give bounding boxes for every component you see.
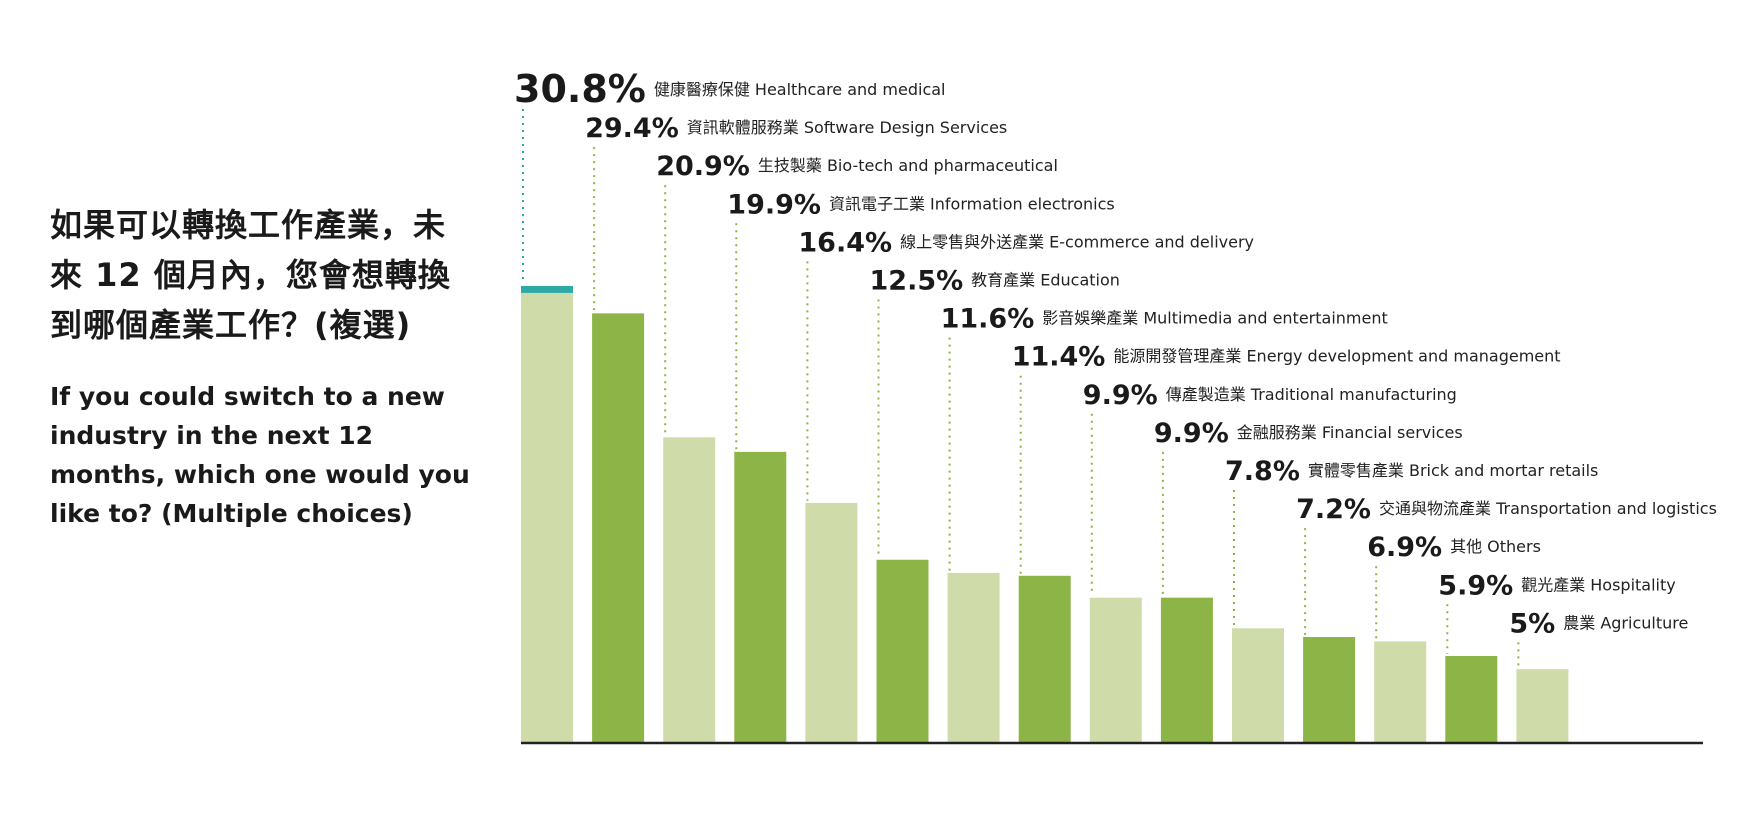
value-label: 9.9% bbox=[1083, 380, 1158, 411]
value-label: 19.9% bbox=[727, 189, 821, 220]
bar bbox=[805, 502, 858, 742]
bar bbox=[947, 572, 1000, 742]
value-label: 20.9% bbox=[656, 151, 750, 182]
category-label: 其他 Others bbox=[1450, 537, 1541, 556]
bar bbox=[663, 437, 716, 742]
value-label: 7.2% bbox=[1296, 494, 1371, 525]
bar bbox=[521, 292, 573, 742]
value-label: 5.9% bbox=[1438, 570, 1513, 601]
value-label: 16.4% bbox=[798, 227, 892, 258]
category-label: 能源開發管理產業 Energy development and manageme… bbox=[1113, 347, 1560, 366]
category-label: 交通與物流產業 Transportation and logistics bbox=[1379, 499, 1717, 518]
category-label: 金融服務業 Financial services bbox=[1237, 423, 1463, 442]
bar bbox=[1516, 669, 1569, 742]
category-label: 教育產業 Education bbox=[971, 271, 1120, 290]
category-label: 觀光產業 Hospitality bbox=[1521, 575, 1676, 594]
category-label: 實體零售產業 Brick and mortar retails bbox=[1308, 461, 1599, 480]
value-label: 12.5% bbox=[870, 266, 964, 297]
bar bbox=[1374, 641, 1427, 742]
category-label: 資訊電子工業 Information electronics bbox=[829, 194, 1115, 213]
bar bbox=[1445, 655, 1498, 742]
category-label: 影音娛樂產業 Multimedia and entertainment bbox=[1042, 309, 1388, 328]
value-label: 9.9% bbox=[1154, 418, 1229, 449]
bar bbox=[1018, 575, 1071, 742]
category-label: 傳產製造業 Traditional manufacturing bbox=[1166, 385, 1457, 404]
category-label: 農業 Agriculture bbox=[1563, 613, 1688, 632]
bar bbox=[1089, 597, 1142, 742]
bar bbox=[1160, 597, 1213, 742]
bar bbox=[1303, 637, 1356, 742]
value-label: 6.9% bbox=[1367, 532, 1442, 563]
question-title-zh: 如果可以轉換工作產業，未來 12 個月內，您會想轉換到哪個產業工作？(複選) bbox=[50, 206, 451, 344]
bar bbox=[1232, 628, 1284, 742]
bar bbox=[592, 313, 645, 742]
value-label: 30.8% bbox=[514, 67, 646, 111]
category-label: 線上零售與外送產業 E-commerce and delivery bbox=[900, 232, 1254, 251]
bar-highlight-cap bbox=[521, 285, 573, 293]
bar bbox=[734, 451, 787, 742]
value-label: 11.4% bbox=[1012, 342, 1106, 373]
value-label: 11.6% bbox=[941, 304, 1035, 335]
category-label: 生技製藥 Bio-tech and pharmaceutical bbox=[758, 156, 1058, 175]
value-label: 29.4% bbox=[585, 113, 679, 144]
value-label: 5% bbox=[1509, 608, 1555, 639]
bar bbox=[876, 559, 929, 742]
category-label: 健康醫療保健 Healthcare and medical bbox=[654, 80, 946, 99]
question-title-en: If you could switch to a new industry in… bbox=[50, 382, 470, 528]
value-label: 7.8% bbox=[1225, 456, 1300, 487]
category-label: 資訊軟體服務業 Software Design Services bbox=[687, 118, 1008, 137]
